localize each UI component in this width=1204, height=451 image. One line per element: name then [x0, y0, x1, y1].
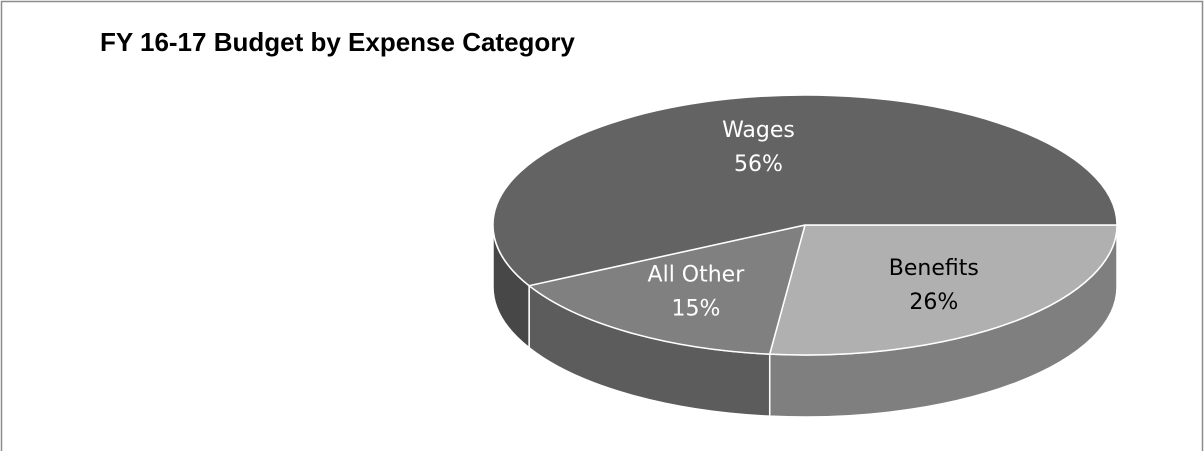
slice-label: Benefits [889, 256, 979, 281]
slice-label: All Other [648, 263, 746, 288]
slice-value-label: 15% [671, 297, 720, 322]
slice-value-label: 26% [909, 290, 958, 315]
slice [492, 94, 1118, 287]
slice-value-label: 56% [734, 152, 783, 177]
slice-label: Wages [722, 118, 795, 143]
slice [527, 224, 807, 355]
chart-title: FY 16-17 Budget by Expense Category [100, 27, 575, 57]
slice [768, 224, 1118, 356]
